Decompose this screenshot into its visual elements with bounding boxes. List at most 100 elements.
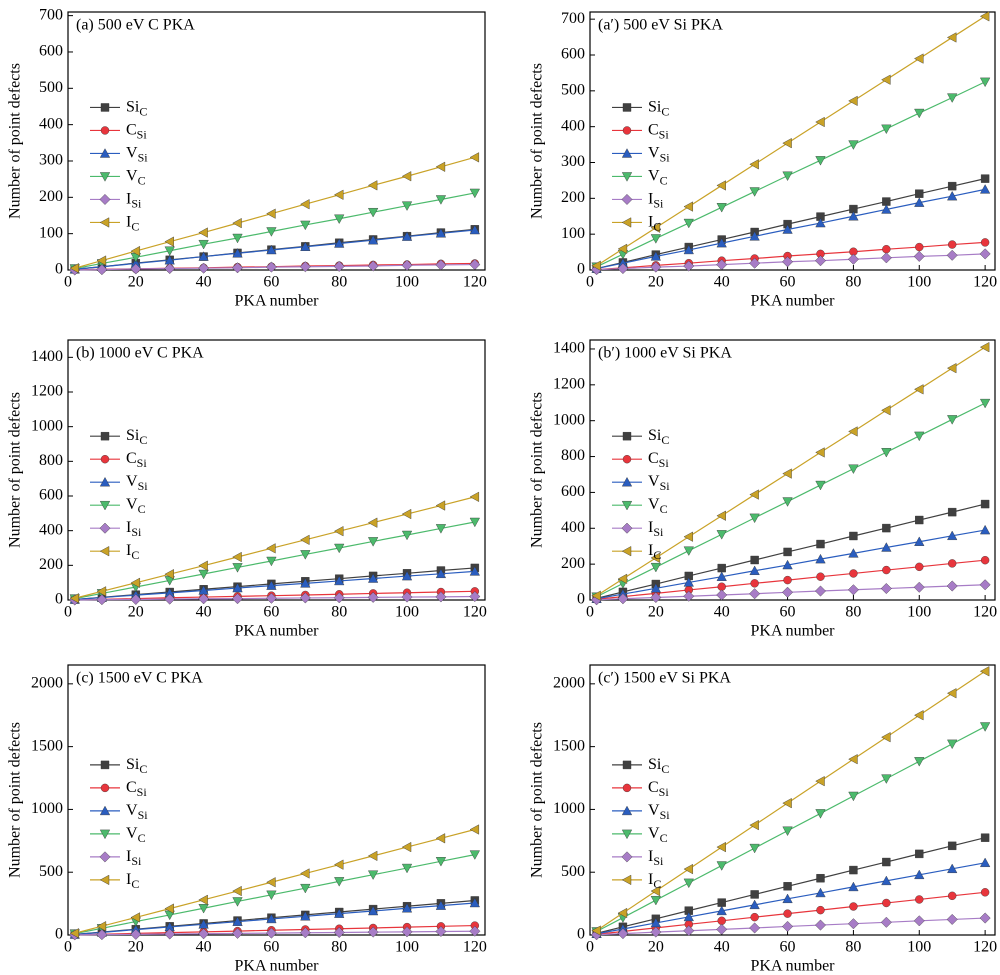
x-tick-label: 120 — [463, 604, 487, 621]
legend-marker — [621, 148, 633, 158]
legend-marker — [100, 126, 110, 135]
y-axis-label: Number of point defects — [7, 392, 24, 548]
data-point — [716, 923, 728, 935]
data-point — [882, 898, 891, 908]
data-point — [650, 251, 661, 261]
y-tick-label: 700 — [39, 6, 63, 23]
data-point — [816, 249, 825, 259]
y-tick-label: 1000 — [31, 417, 63, 434]
panel: 0 20 40 60 80 100 1200200400600800100012001400… — [7, 339, 487, 640]
legend-subscript: C — [139, 104, 147, 118]
data-point — [684, 585, 693, 595]
data-point — [716, 180, 726, 191]
legend-name: V — [126, 496, 138, 513]
y-tick-label: 2000 — [553, 675, 585, 692]
data-point — [164, 236, 174, 247]
data-point — [914, 108, 925, 119]
data-point — [915, 562, 924, 572]
data-point — [130, 263, 142, 275]
x-tick-label: 20 — [648, 939, 664, 956]
data-point — [782, 468, 792, 479]
legend-marker — [99, 874, 110, 886]
data-point — [749, 257, 761, 269]
y-tick-label: 1000 — [553, 411, 585, 428]
legend-marker — [622, 126, 632, 135]
data-point — [979, 857, 991, 867]
data-point — [716, 259, 728, 271]
legend-marker — [99, 193, 111, 205]
legend-marker — [100, 432, 110, 441]
data-point — [946, 913, 958, 925]
data-point — [881, 875, 892, 886]
legend-label: VC — [648, 496, 668, 516]
data-point — [815, 887, 826, 898]
data-point — [164, 569, 174, 580]
data-point — [683, 260, 695, 272]
data-point — [164, 593, 176, 605]
x-tick-label: 60 — [263, 939, 279, 956]
legend-marker — [100, 760, 110, 770]
legend-subscript: Si — [660, 808, 671, 822]
data-point — [815, 919, 826, 931]
data-point — [782, 920, 794, 932]
legend-marker — [99, 476, 111, 487]
legend-label: CSi — [648, 450, 669, 470]
data-point — [881, 74, 891, 85]
data-point — [617, 263, 629, 275]
x-tick-label: 80 — [331, 939, 347, 956]
y-tick-label: 1200 — [31, 383, 63, 400]
data-point — [815, 156, 826, 166]
data-point — [716, 589, 728, 601]
data-point — [334, 189, 344, 200]
data-point — [915, 849, 924, 859]
y-axis-label: Number of point defects — [529, 722, 546, 878]
legend-label: CSi — [126, 450, 147, 470]
y-tick-label: 1500 — [31, 737, 63, 754]
data-point — [299, 592, 311, 604]
data-point — [334, 526, 344, 537]
y-axis-label: Number of point defects — [529, 392, 546, 548]
data-point — [232, 262, 243, 274]
data-point — [683, 590, 695, 602]
data-point — [782, 586, 794, 598]
legend-name: V — [648, 496, 660, 513]
x-axis-label: PKA number — [751, 623, 836, 640]
x-tick-label: 120 — [463, 274, 487, 291]
legend-label: VC — [648, 825, 668, 845]
legend-subscript: C — [139, 762, 147, 776]
data-point — [749, 231, 760, 241]
y-tick-label: 1400 — [31, 348, 63, 365]
data-point — [435, 195, 447, 205]
panel-title: (c′) 1500 eV Si PKA — [598, 670, 731, 687]
data-point — [783, 547, 792, 557]
data-point — [300, 199, 310, 210]
data-point — [881, 124, 892, 135]
legend-marker — [99, 501, 111, 511]
legend-subscript: Si — [660, 479, 671, 493]
data-point — [815, 447, 825, 458]
data-point — [299, 261, 311, 273]
data-point — [979, 342, 990, 353]
data-point — [749, 922, 761, 934]
plot-frame — [67, 11, 486, 271]
data-point — [881, 774, 892, 784]
legend-label: IC — [648, 542, 661, 562]
data-point — [782, 893, 793, 904]
data-point — [334, 238, 345, 248]
x-tick-label: 0 — [64, 939, 72, 956]
data-point — [880, 252, 892, 264]
legend-subscript: C — [660, 831, 668, 845]
data-point — [198, 262, 210, 274]
data-point — [782, 559, 793, 570]
legend-name: I — [126, 542, 131, 559]
data-point — [435, 591, 447, 603]
legend-name: I — [126, 848, 131, 865]
legend-subscript: Si — [653, 196, 664, 210]
data-point — [617, 907, 628, 919]
data-point — [435, 161, 446, 172]
data-point — [435, 833, 446, 844]
legend-marker — [621, 851, 633, 863]
data-point — [947, 507, 957, 517]
legend-name: Si — [126, 427, 140, 444]
data-point — [947, 891, 957, 901]
